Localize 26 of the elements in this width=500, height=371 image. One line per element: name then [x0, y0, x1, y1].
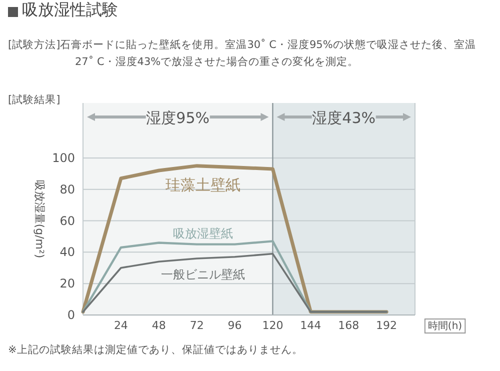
x-axis-title: 時間(h): [428, 320, 462, 332]
text: [試験結果]: [8, 93, 60, 107]
x-tick-label: 24: [114, 319, 128, 332]
chart-title: 吸放湿性試験: [22, 0, 118, 21]
x-tick-label: 168: [338, 319, 360, 332]
x-tick-label: 120: [262, 319, 284, 332]
y-axis-title: 吸放湿量(g/m²): [33, 180, 46, 258]
y-tick-label: 60: [60, 214, 75, 228]
y-tick-label: 100: [52, 150, 75, 165]
y-tick-label: 80: [60, 182, 75, 196]
series-label: 吸放湿壁紙: [172, 226, 233, 240]
series-label: 珪藻土壁紙: [165, 176, 240, 194]
x-tick-label: 144: [300, 319, 322, 332]
x-tick-label: 96: [228, 319, 242, 332]
text: ※上記の試験結果は測定値であり、保証値ではありません。: [8, 343, 303, 357]
band-label: 湿度95%: [146, 109, 210, 127]
chart-subtitle: [試験方法]石膏ボードに貼った壁紙を使用。室温30˚ C・湿度95%の状態で吸湿させた後、室温27˚ C・湿度43%で放湿させた場合の重さの変化を測定。: [8, 38, 477, 70]
band-label: 湿度43%: [312, 109, 376, 127]
y-tick-label: 40: [60, 245, 75, 260]
x-tick-label: 192: [376, 319, 398, 332]
x-tick-label: 48: [152, 319, 166, 332]
y-tick-label: 20: [60, 276, 75, 291]
series-label: 一般ビニル壁紙: [160, 267, 245, 282]
line-series: [82, 252, 388, 313]
x-tick-label: 72: [190, 319, 204, 332]
y-tick-label: 0: [67, 308, 75, 322]
